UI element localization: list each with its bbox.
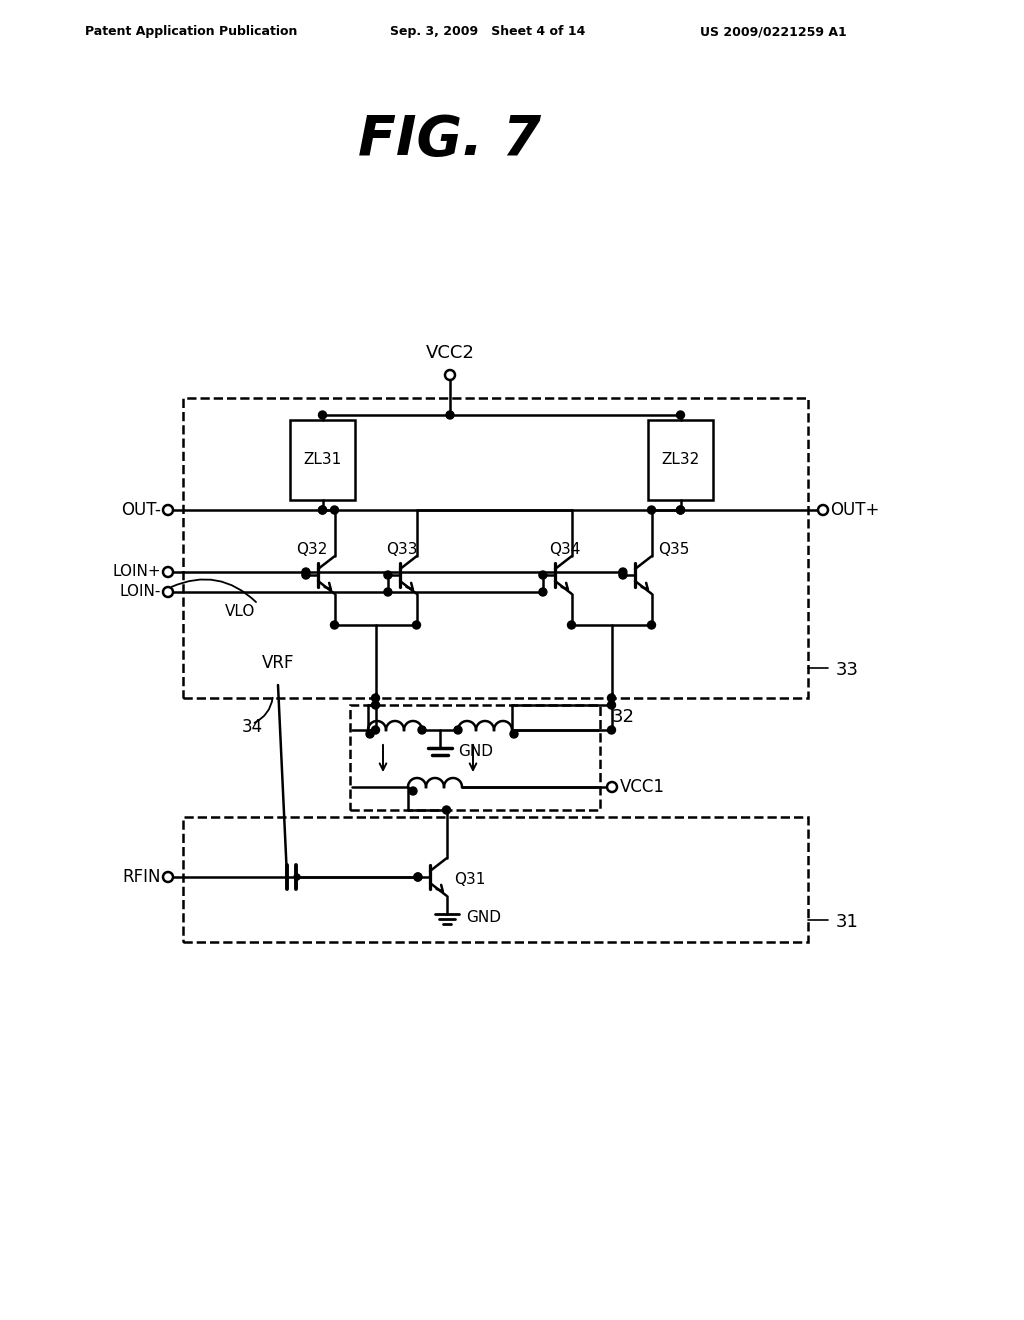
Text: LOIN+: LOIN+	[113, 565, 161, 579]
Circle shape	[302, 568, 310, 576]
Circle shape	[318, 411, 327, 418]
Circle shape	[539, 572, 547, 579]
Circle shape	[414, 873, 422, 880]
Circle shape	[445, 370, 455, 380]
Text: 34: 34	[242, 718, 262, 737]
Circle shape	[302, 572, 310, 579]
Text: VLO: VLO	[225, 605, 255, 619]
Circle shape	[409, 787, 417, 795]
Text: RFIN: RFIN	[123, 869, 161, 886]
Text: Sep. 3, 2009   Sheet 4 of 14: Sep. 3, 2009 Sheet 4 of 14	[390, 25, 586, 38]
Text: Q32: Q32	[296, 543, 328, 557]
Circle shape	[647, 620, 655, 630]
Text: 33: 33	[836, 661, 859, 678]
Circle shape	[418, 726, 426, 734]
Text: ZL32: ZL32	[662, 453, 699, 467]
Text: US 2009/0221259 A1: US 2009/0221259 A1	[700, 25, 847, 38]
Circle shape	[647, 506, 655, 513]
Text: Q33: Q33	[386, 543, 418, 557]
Circle shape	[318, 506, 327, 513]
Text: Patent Application Publication: Patent Application Publication	[85, 25, 297, 38]
Circle shape	[510, 730, 518, 738]
Circle shape	[163, 506, 173, 515]
Bar	[183, 817, 808, 942]
Text: 31: 31	[836, 913, 859, 931]
Text: OUT+: OUT+	[830, 502, 880, 519]
Circle shape	[372, 701, 380, 709]
Bar	[648, 420, 713, 500]
Text: LOIN-: LOIN-	[120, 585, 161, 599]
Bar	[290, 420, 355, 500]
Text: GND: GND	[458, 743, 493, 759]
Circle shape	[384, 587, 392, 597]
Circle shape	[618, 568, 627, 576]
Circle shape	[331, 506, 339, 513]
Text: 32: 32	[612, 708, 635, 726]
Circle shape	[442, 807, 451, 814]
Text: VCC1: VCC1	[620, 777, 665, 796]
Circle shape	[607, 726, 615, 734]
Bar	[183, 399, 808, 698]
Text: ZL31: ZL31	[303, 453, 342, 467]
Circle shape	[454, 726, 462, 734]
Bar	[350, 705, 600, 810]
Text: Q31: Q31	[455, 871, 485, 887]
Circle shape	[294, 874, 300, 880]
Circle shape	[618, 572, 627, 579]
Circle shape	[539, 587, 547, 597]
Circle shape	[163, 587, 173, 597]
Text: OUT-: OUT-	[121, 502, 161, 519]
Circle shape	[818, 506, 828, 515]
Circle shape	[677, 411, 684, 418]
Text: Q35: Q35	[658, 543, 690, 557]
Text: FIG. 7: FIG. 7	[358, 114, 542, 168]
Circle shape	[414, 873, 422, 880]
Circle shape	[677, 506, 684, 513]
Circle shape	[607, 781, 617, 792]
Circle shape	[607, 694, 615, 702]
Circle shape	[331, 620, 339, 630]
Circle shape	[677, 506, 684, 513]
Text: VCC2: VCC2	[426, 345, 474, 362]
Text: GND: GND	[467, 911, 502, 925]
Circle shape	[567, 620, 575, 630]
Circle shape	[384, 572, 392, 579]
Text: VRF: VRF	[262, 653, 294, 672]
Circle shape	[366, 730, 374, 738]
Circle shape	[446, 411, 454, 418]
Circle shape	[163, 873, 173, 882]
Circle shape	[372, 694, 380, 702]
Circle shape	[607, 701, 615, 709]
Circle shape	[163, 568, 173, 577]
Circle shape	[372, 726, 380, 734]
Text: Q34: Q34	[549, 543, 581, 557]
Circle shape	[413, 620, 421, 630]
Circle shape	[318, 506, 327, 513]
